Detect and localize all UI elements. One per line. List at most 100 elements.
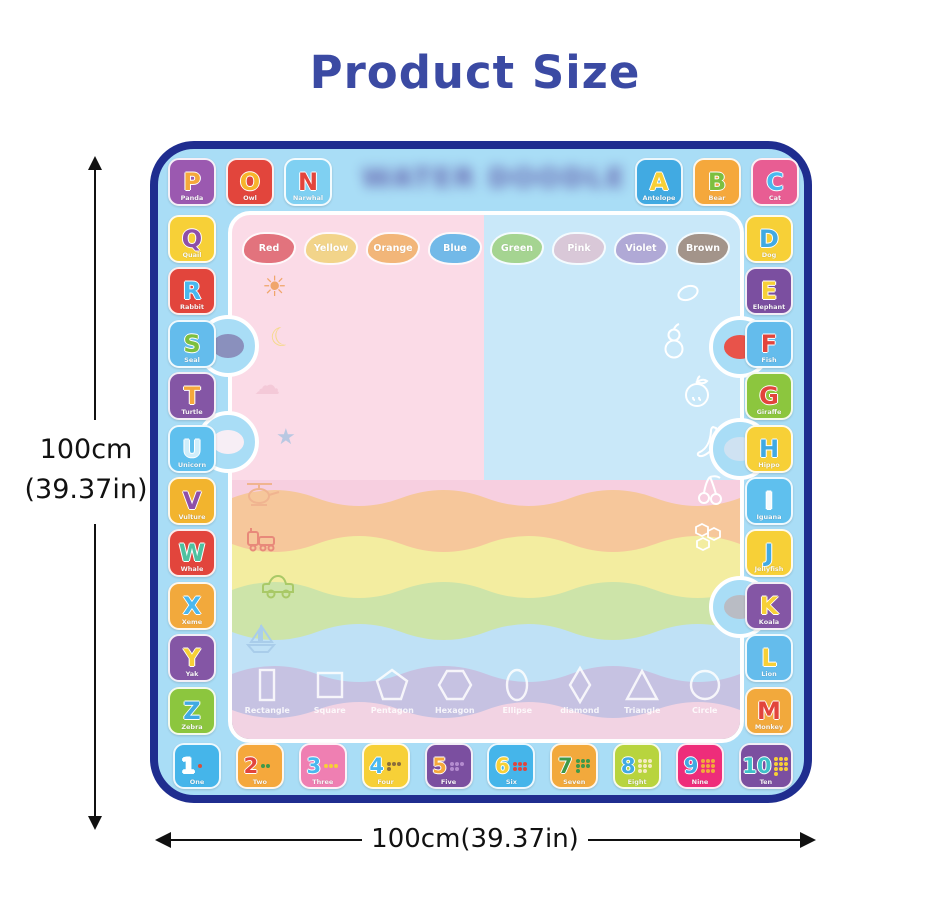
star-icon: ★ — [276, 425, 296, 450]
count-dot — [643, 769, 648, 773]
letter-glyph: F — [760, 329, 778, 358]
letter-glyph: D — [759, 225, 779, 253]
paint-color-pink: Pink — [554, 233, 604, 263]
tiles-top-left: P Panda O Owl N Narwhal — [168, 158, 332, 206]
count-items-icon — [198, 764, 213, 768]
count-dot — [512, 761, 517, 766]
animal-label: Unicorn — [177, 460, 207, 469]
tiles-top-right: A Antelope B Bear C Cat — [635, 158, 799, 206]
count-dot — [459, 761, 464, 766]
letter-glyph: C — [766, 168, 784, 196]
letter-glyph: V — [182, 486, 202, 515]
letter-glyph: T — [183, 382, 201, 411]
count-dot — [706, 769, 711, 773]
letter-glyph: H — [758, 434, 780, 463]
number-word-label: Two — [252, 778, 267, 786]
animal-label: Iguana — [756, 512, 782, 521]
animal-label: Seal — [184, 355, 200, 364]
number-glyph: 2 — [243, 753, 259, 778]
animal-label: Jellyfish — [754, 565, 784, 574]
count-dot — [261, 764, 266, 768]
paint-color-red: Red — [244, 233, 294, 263]
animal-label: Turtle — [181, 408, 203, 417]
count-items-icon — [701, 759, 716, 773]
animal-label: Owl — [243, 194, 257, 202]
width-arrow-line-left — [170, 839, 362, 841]
count-dot — [701, 764, 706, 768]
paint-color-label: Green — [500, 242, 534, 254]
count-dot — [334, 764, 339, 768]
shape-label: diamond — [560, 706, 600, 715]
animal-label: Quail — [182, 251, 202, 259]
circle-outline-icon — [689, 669, 720, 701]
letter-glyph: K — [759, 591, 779, 620]
letter-tile-L: L Lion — [745, 634, 793, 683]
number-word-label: Four — [377, 778, 394, 786]
height-dimension-label: 100cm (39.37in) — [10, 430, 162, 510]
count-dot — [324, 764, 329, 768]
letter-glyph: N — [297, 168, 319, 196]
count-dot — [454, 766, 459, 771]
letter-glyph: B — [707, 168, 727, 196]
number-glyph: 1 — [180, 753, 196, 778]
animal-label: Yak — [185, 670, 199, 679]
cloud-icon: ☁ — [254, 371, 280, 401]
number-tile-3: 3 Three — [298, 743, 347, 789]
count-dot — [779, 761, 784, 766]
animal-label: Antelope — [642, 194, 676, 202]
count-dot — [701, 759, 706, 763]
letter-glyph: U — [182, 434, 202, 463]
count-items-icon — [575, 759, 591, 773]
tiles-right-column: D Dog E Elephant F Fish G Giraffe H Hippo I Iguana J… — [745, 215, 793, 735]
count-dot — [517, 761, 522, 766]
count-items-icon — [638, 759, 653, 773]
pentagon-outline-icon — [375, 668, 409, 701]
count-dot — [198, 764, 203, 768]
animal-label: Monkey — [754, 722, 784, 731]
count-dot — [774, 761, 779, 766]
paint-color-blue: Blue — [430, 233, 480, 263]
paint-color-label: Brown — [686, 242, 720, 254]
paint-color-label: Red — [258, 242, 280, 254]
number-tiles-row: 1 One 2 Two 3 Three 4 Four 5 Five 6 Six 7 Seven 8 Eight… — [173, 743, 793, 789]
count-items-icon — [261, 764, 276, 768]
number-tile-4: 4 Four — [361, 743, 410, 789]
square-outline-icon — [316, 671, 343, 699]
paint-color-label: Violet — [625, 242, 657, 254]
number-tile-2: 2 Two — [235, 743, 284, 789]
train-icon — [246, 525, 278, 555]
letter-tile-S: S Seal — [168, 319, 216, 368]
count-dot — [580, 759, 585, 763]
letter-tile-T: T Turtle — [168, 372, 216, 421]
count-dot — [784, 756, 789, 761]
arrow-down-icon — [88, 816, 102, 830]
animal-label: Elephant — [752, 303, 786, 312]
paint-color-label: Pink — [567, 242, 591, 254]
moon-icon: ☾ — [266, 320, 297, 356]
letter-glyph: W — [178, 539, 206, 568]
count-dot — [648, 764, 653, 768]
count-dot — [449, 766, 454, 771]
count-dot — [643, 759, 648, 763]
letter-tile-D: D Dog — [745, 215, 793, 263]
letter-tile-Q: Q Quail — [168, 215, 216, 263]
count-dot — [386, 761, 391, 766]
width-arrow-line-right — [588, 839, 800, 841]
arrow-up-icon — [88, 156, 102, 170]
number-tile-8: 8 Eight — [613, 743, 662, 789]
letter-glyph: Q — [181, 225, 203, 253]
car-icon — [260, 573, 296, 603]
paint-color-label: Orange — [373, 242, 413, 254]
animal-label: Lion — [761, 670, 777, 679]
number-glyph: 6 — [495, 753, 510, 778]
count-dot — [711, 764, 716, 768]
count-dot — [386, 766, 391, 771]
number-word-label: Nine — [691, 778, 709, 786]
letter-glyph: E — [760, 277, 778, 306]
letter-glyph: A — [649, 168, 669, 196]
sun-icon: ☀ — [262, 270, 288, 303]
animal-label: Fish — [761, 355, 777, 364]
animal-label: Bear — [708, 194, 726, 202]
arrow-left-icon — [155, 832, 171, 848]
letter-tile-V: V Vulture — [168, 476, 216, 525]
